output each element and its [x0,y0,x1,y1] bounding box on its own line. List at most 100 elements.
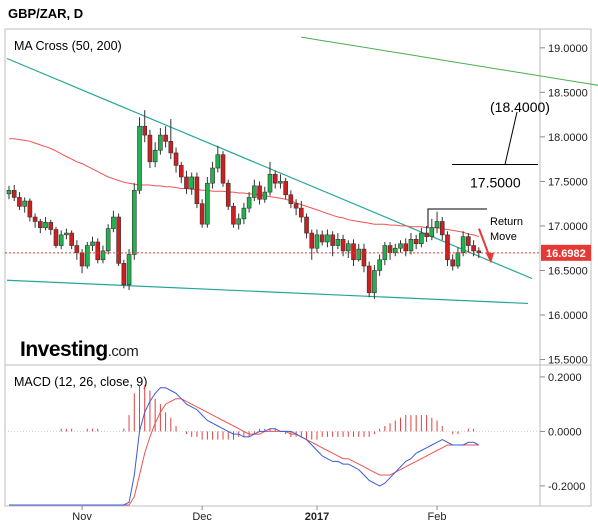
annotations: 17.5000 (18.4000) Return Move [427,99,550,264]
candle-body [466,236,471,246]
candle-body [356,248,362,261]
candle-body [184,176,189,189]
candle [382,241,388,266]
candle-body [6,190,12,195]
candle [168,119,174,160]
candle [419,227,424,248]
candle [225,179,231,210]
candle-body [252,185,257,198]
candle [17,192,22,210]
candle-body [53,229,59,246]
candle-body [43,222,48,229]
candle-body [372,270,377,294]
candle-body [445,234,450,261]
candle [43,217,48,231]
candle [163,126,168,148]
macd-line [9,387,480,506]
candle-body [434,221,440,229]
price-tick-label: 16.0000 [548,310,588,322]
candle [293,199,299,216]
candle [22,197,27,213]
candle-body [116,216,121,264]
swing-high-bracket [427,208,487,228]
candle-body [27,200,33,218]
candle-body [408,239,414,252]
candle-body [340,239,346,252]
candle-body [163,134,168,142]
price-tick-label: 16.5000 [548,265,588,277]
candle-body [173,152,179,166]
price-tick-label: 17.0000 [548,221,588,233]
candle [429,218,435,241]
candle-body [126,254,132,286]
candle-body [189,176,194,189]
price-tick-label: 18.5000 [548,87,588,99]
date-axis: Nov Dec 2017 Feb [72,506,447,523]
moving-averages [9,36,598,238]
candle-body [419,232,424,245]
candle-body [121,263,127,286]
candle-body [455,252,461,267]
candle [205,176,210,228]
candle [319,230,325,246]
candle [131,183,137,260]
candle [69,230,74,250]
candle [314,229,320,253]
candle-body [345,243,351,252]
candle [27,198,33,222]
candle-body [299,207,304,218]
macd-axis: -0.2000 0.0000 0.2000 [540,372,585,493]
candle-body [335,239,341,246]
current-price-tag-label: 16.6982 [546,248,586,260]
candle [340,234,346,257]
candle-body [69,232,74,246]
logo-brand: Investing [20,338,108,361]
candlesticks [6,110,482,299]
current-price-tag [541,244,591,261]
candle-body [460,236,466,253]
candle-body [225,182,231,207]
candle-body [220,154,226,184]
candle-body [194,176,200,204]
candle [445,231,450,267]
candle [257,181,262,205]
candle-body [32,216,38,222]
candle-body [105,228,111,252]
candle-body [131,190,137,255]
candle-body [304,216,309,234]
candle-body [74,245,80,253]
candle [304,213,309,239]
candle [450,254,456,271]
candle [377,254,382,276]
candle [424,225,429,242]
candle-body [377,259,382,271]
candle-body [314,234,320,249]
candle-body [330,234,335,246]
candle [278,174,283,189]
candle-body [111,216,116,229]
candle-body [272,173,278,184]
date-tick-label: Nov [72,511,92,523]
candle [85,241,90,269]
candle-body [246,197,252,209]
price-tick-label: 17.5000 [548,176,588,188]
candle-body [387,245,393,253]
macd-label: MACD (12, 26, close, 9) [14,375,147,389]
candle-body [283,181,288,196]
candle [158,127,163,155]
return-move-label: Move [490,231,517,243]
candle-body [137,125,142,191]
logo-suffix: .com [108,343,139,360]
candle-body [439,221,445,236]
candle-body [366,265,372,294]
candle-body [90,241,95,246]
candle-body [142,125,148,136]
candle-body [199,203,205,225]
chart-title: GBP/ZAR, D [8,6,83,21]
candle-body [288,194,294,204]
macd-tick-label: 0.2000 [548,372,582,384]
candle-body [64,232,69,236]
candle-body [403,243,409,252]
